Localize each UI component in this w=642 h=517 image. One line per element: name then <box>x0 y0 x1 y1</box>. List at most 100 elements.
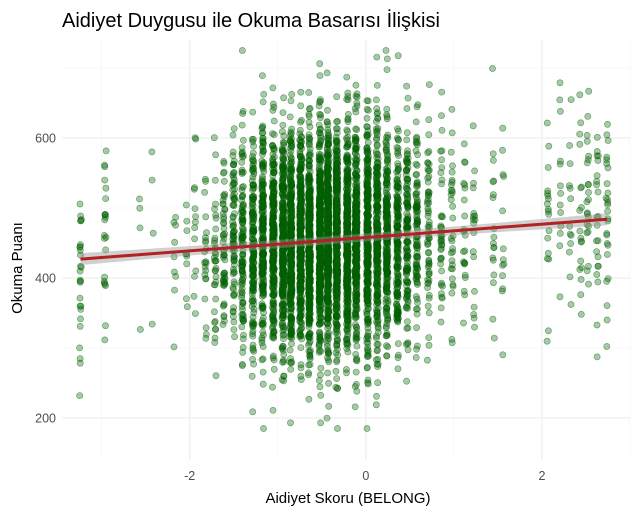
data-point <box>286 359 294 366</box>
data-point <box>238 323 246 331</box>
data-point <box>323 297 331 305</box>
data-point <box>333 198 341 206</box>
data-point <box>317 261 324 269</box>
data-point <box>102 282 109 289</box>
data-point <box>183 260 191 268</box>
data-point <box>230 125 238 133</box>
data-point <box>344 133 352 141</box>
data-point <box>305 171 313 179</box>
data-point <box>287 319 295 327</box>
data-point <box>344 288 352 296</box>
data-point <box>333 345 341 353</box>
data-point <box>182 201 190 209</box>
data-point <box>306 355 314 363</box>
data-point <box>352 321 359 328</box>
data-point <box>324 347 332 355</box>
data-point <box>230 190 238 198</box>
data-point <box>351 266 359 274</box>
data-point <box>343 213 351 221</box>
data-point <box>102 147 110 155</box>
data-point <box>230 168 238 176</box>
data-point <box>259 304 267 312</box>
data-point <box>270 117 278 125</box>
data-point <box>316 110 323 118</box>
data-point <box>315 102 323 110</box>
data-point <box>332 305 340 313</box>
data-point <box>344 152 351 160</box>
data-point <box>249 355 256 363</box>
data-point <box>317 314 325 322</box>
data-point <box>76 322 84 330</box>
data-point <box>101 161 108 169</box>
data-point <box>297 344 305 351</box>
data-point <box>364 164 372 172</box>
data-point <box>315 121 323 129</box>
data-point <box>297 209 305 217</box>
data-point <box>270 146 278 154</box>
data-point <box>219 321 227 328</box>
data-point <box>102 184 110 192</box>
data-point <box>183 252 191 260</box>
data-point <box>363 156 371 164</box>
data-point <box>297 324 305 332</box>
data-point <box>316 72 324 79</box>
data-point <box>363 364 371 372</box>
data-point <box>297 195 305 203</box>
data-point <box>279 147 286 155</box>
data-point <box>238 257 246 265</box>
data-point <box>269 299 277 307</box>
data-point <box>324 180 332 188</box>
data-point <box>296 254 304 262</box>
data-point <box>148 176 156 184</box>
scatter-points <box>76 47 612 432</box>
data-point <box>259 270 267 278</box>
data-point <box>231 333 238 341</box>
data-point <box>351 105 359 112</box>
data-point <box>258 321 266 329</box>
data-point <box>343 171 351 179</box>
data-point <box>305 179 313 186</box>
data-point <box>364 192 371 199</box>
data-point <box>287 253 295 261</box>
data-point <box>297 133 305 141</box>
data-point <box>332 206 340 214</box>
data-point <box>270 365 278 373</box>
data-point <box>211 334 219 342</box>
data-point <box>259 290 267 298</box>
data-point <box>76 344 83 352</box>
data-point <box>170 268 178 276</box>
data-point <box>324 201 332 209</box>
data-point <box>260 159 268 167</box>
data-point <box>353 342 361 350</box>
data-point <box>102 322 109 330</box>
data-point <box>136 204 144 212</box>
data-point <box>259 98 267 106</box>
data-point <box>170 343 178 351</box>
data-point <box>287 327 295 335</box>
data-point <box>212 151 219 159</box>
data-point <box>77 241 84 248</box>
data-point <box>325 308 333 315</box>
data-point <box>333 138 341 146</box>
data-point <box>76 294 84 302</box>
data-point <box>306 308 313 316</box>
data-point <box>249 138 257 146</box>
data-point <box>344 317 351 324</box>
data-point <box>287 419 294 427</box>
data-point <box>305 141 313 149</box>
data-point <box>305 118 313 126</box>
data-point <box>364 127 372 135</box>
data-point <box>249 256 257 264</box>
data-point <box>249 297 256 305</box>
data-point <box>191 205 199 212</box>
data-point <box>201 188 208 196</box>
data-point <box>286 346 294 354</box>
data-point <box>238 144 246 151</box>
data-point <box>259 150 266 158</box>
data-point <box>306 292 314 300</box>
data-point <box>76 359 84 367</box>
data-point <box>297 310 304 318</box>
data-point <box>219 231 227 239</box>
data-point <box>249 186 256 194</box>
data-point <box>352 368 360 376</box>
